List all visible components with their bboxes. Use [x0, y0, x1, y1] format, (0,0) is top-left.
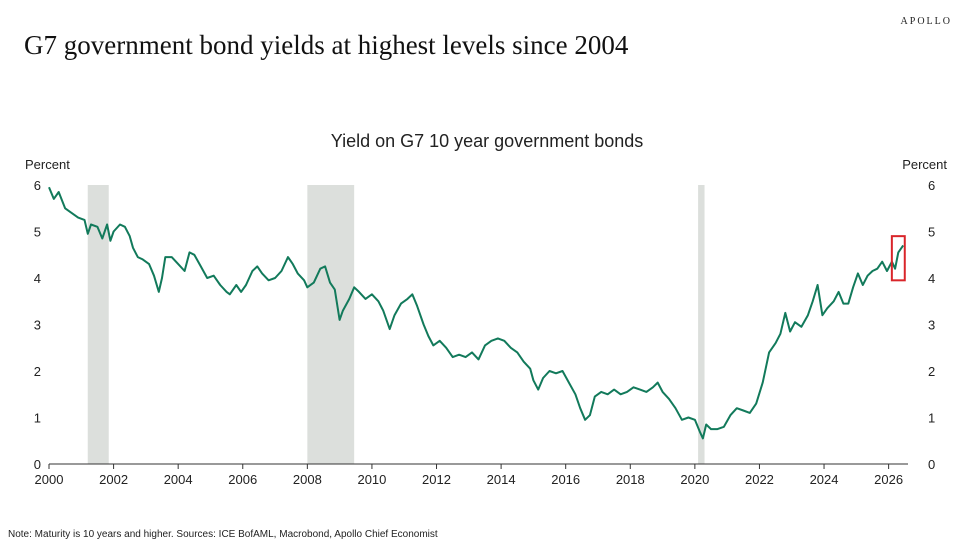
x-tick-label: 2018 [616, 472, 645, 487]
x-tick-label: 2004 [164, 472, 193, 487]
recession-shading [698, 185, 705, 464]
x-tick-label: 2014 [487, 472, 516, 487]
y-axis-unit-right: Percent [902, 157, 947, 172]
x-tick-label: 2002 [99, 472, 128, 487]
y-tick-label-right: 5 [928, 225, 935, 240]
x-tick-label: 2006 [228, 472, 257, 487]
x-tick-label: 2022 [745, 472, 774, 487]
x-tick-label: 2026 [874, 472, 903, 487]
y-tick-label-left: 0 [34, 457, 41, 472]
y-tick-label-right: 4 [928, 271, 935, 286]
chart-title: Yield on G7 10 year government bonds [330, 131, 644, 151]
x-tick-label: 2010 [357, 472, 386, 487]
source-note: Note: Maturity is 10 years and higher. S… [8, 529, 438, 540]
x-tick-label: 2012 [422, 472, 451, 487]
y-tick-label-left: 4 [34, 271, 41, 286]
y-tick-label-right: 1 [928, 411, 935, 426]
highlight-box [890, 235, 906, 282]
y-axis-unit-left: Percent [25, 157, 70, 172]
y-tick-label-left: 2 [34, 364, 41, 379]
y-tick-label-right: 0 [928, 457, 935, 472]
y-tick-label-left: 3 [34, 318, 41, 333]
y-tick-label-right: 6 [928, 178, 935, 193]
yield-series-line [48, 186, 905, 440]
y-tick-label-left: 6 [34, 178, 41, 193]
y-tick-label-left: 5 [34, 225, 41, 240]
x-tick-label: 2020 [680, 472, 709, 487]
x-tick-label: 2000 [35, 472, 64, 487]
recession-shading [87, 185, 109, 464]
x-tick-label: 2008 [293, 472, 322, 487]
brand-logo: APOLLO [900, 16, 952, 27]
y-tick-label-right: 2 [928, 364, 935, 379]
yield-line-chart: 2000 2002 2004 2006 2008 2010 2012 2014 2016 2018… [34, 178, 935, 487]
y-tick-label-right: 3 [928, 318, 935, 333]
recession-shading [307, 185, 355, 464]
y-tick-label-left: 1 [34, 411, 41, 426]
x-tick-label: 2024 [810, 472, 839, 487]
page-title: G7 government bond yields at highest lev… [24, 30, 629, 60]
x-tick-label: 2016 [551, 472, 580, 487]
